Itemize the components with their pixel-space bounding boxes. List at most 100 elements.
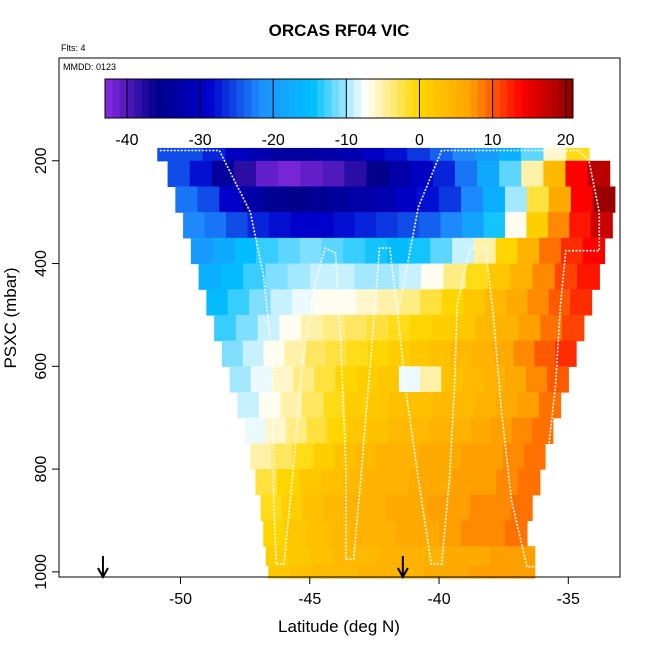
heatmap-cell [271,366,294,393]
heatmap-cell [365,237,388,265]
heatmap-cell [523,443,546,470]
heatmap-cell [518,314,541,342]
colorbar-segment [287,79,296,118]
heatmap-cell [347,417,369,444]
heatmap-cell [490,565,514,579]
heatmap-cell [517,392,540,419]
colorbar-tick-label: 0 [415,132,424,149]
heatmap-cell [453,314,476,342]
heatmap-cell [198,263,222,290]
heatmap-cell [504,520,528,547]
heatmap-cell [452,469,475,496]
colorbar-segment [273,79,281,118]
heatmap-cell [356,366,379,393]
heatmap-cell [477,160,500,188]
x-tick-label: -45 [298,591,321,608]
colorbar-segment [148,79,157,118]
heatmap-cell [471,340,494,367]
heatmap-cell [214,314,237,342]
colorbar-segment [141,79,150,118]
heatmap-cell [357,565,380,579]
heatmap-cell [388,392,411,419]
colorbar-segment [514,79,523,118]
heatmap-cell [376,443,399,470]
heatmap-cell [367,340,390,367]
heatmap-cell [263,340,285,367]
heatmap-cell [482,186,506,213]
heatmap-cell [420,289,443,316]
heatmap-cell [422,546,446,567]
heatmap-cell [417,520,440,547]
heatmap-cell [268,565,292,579]
colorbar-segment [419,79,428,118]
colorbar-segment [317,79,325,118]
y-axis: 200 400 600 800 1000 [33,147,59,590]
y-tick-label: 200 [33,147,50,174]
heatmap-cell [388,417,410,444]
heatmap-cell [388,340,410,367]
heatmap-cell [377,366,400,393]
heatmap-cell [354,212,377,239]
heatmap-cell [206,289,229,316]
heatmap-cell [397,443,420,470]
heatmap-cell [547,366,569,393]
heatmap-cell [510,263,534,290]
colorbar-segment [565,79,574,118]
heatmap-cell [475,314,498,342]
colorbar-segment [214,79,223,118]
heatmap-cell [532,417,554,444]
heatmap-cell [279,314,302,342]
heatmap-cell [448,494,471,522]
colorbar-segment [265,79,274,118]
colorbar-segment [382,79,391,118]
heatmap-cell [183,212,206,239]
heatmap-cell [409,340,431,367]
heatmap-cell [344,160,368,188]
colorbar-segment [119,79,128,118]
heatmap-cell [229,366,252,393]
colorbar-tick-label: 20 [557,132,575,149]
heatmap-cell [351,520,374,547]
colorbar-segment [134,79,143,118]
heatmap-cell [492,340,515,367]
heatmap-cell [258,392,282,419]
heatmap-cell [469,494,491,522]
colorbar-segment [426,79,435,118]
heatmap-cell [491,417,513,444]
heatmap-cell [277,469,300,496]
heatmap-cell [220,263,244,290]
heatmap-cell [344,494,366,522]
x-tick-label: -35 [557,591,580,608]
x-tick-label: -40 [427,591,450,608]
colorbar-segment [470,79,479,118]
heatmap-cell [305,340,327,367]
heatmap-cell [280,392,303,419]
colorbar-segment [456,79,464,118]
heatmap-cell [281,494,304,522]
down-arrow-icon [97,556,109,580]
heatmap-cell [461,186,484,213]
colorbar-segment [163,79,172,118]
colorbar-segment [558,79,567,118]
heatmap-cell [323,392,346,419]
heatmap-cell [517,237,540,265]
colorbar-segment [243,79,252,118]
heatmap-cell [467,546,491,567]
heatmap-cell [409,314,433,342]
x-axis: -50 -45 -40 -35 [169,577,580,608]
colorbar-segment [339,79,347,118]
x-axis-label: Latitude (deg N) [278,617,400,636]
heatmap-cell [452,237,475,265]
heatmap-cell [326,340,348,367]
heatmap-cell [590,212,613,239]
heatmap-cell [441,289,464,316]
heatmap-cell [400,546,424,567]
heatmap-cell [285,186,308,213]
heatmap-cell [175,186,198,213]
heatmap-cell [429,417,451,444]
heatmap-cell [327,417,349,444]
colorbar-segment [200,79,208,118]
heatmap-cell [355,443,378,470]
heatmap-cell [562,314,585,342]
heatmap-cell [474,392,497,419]
